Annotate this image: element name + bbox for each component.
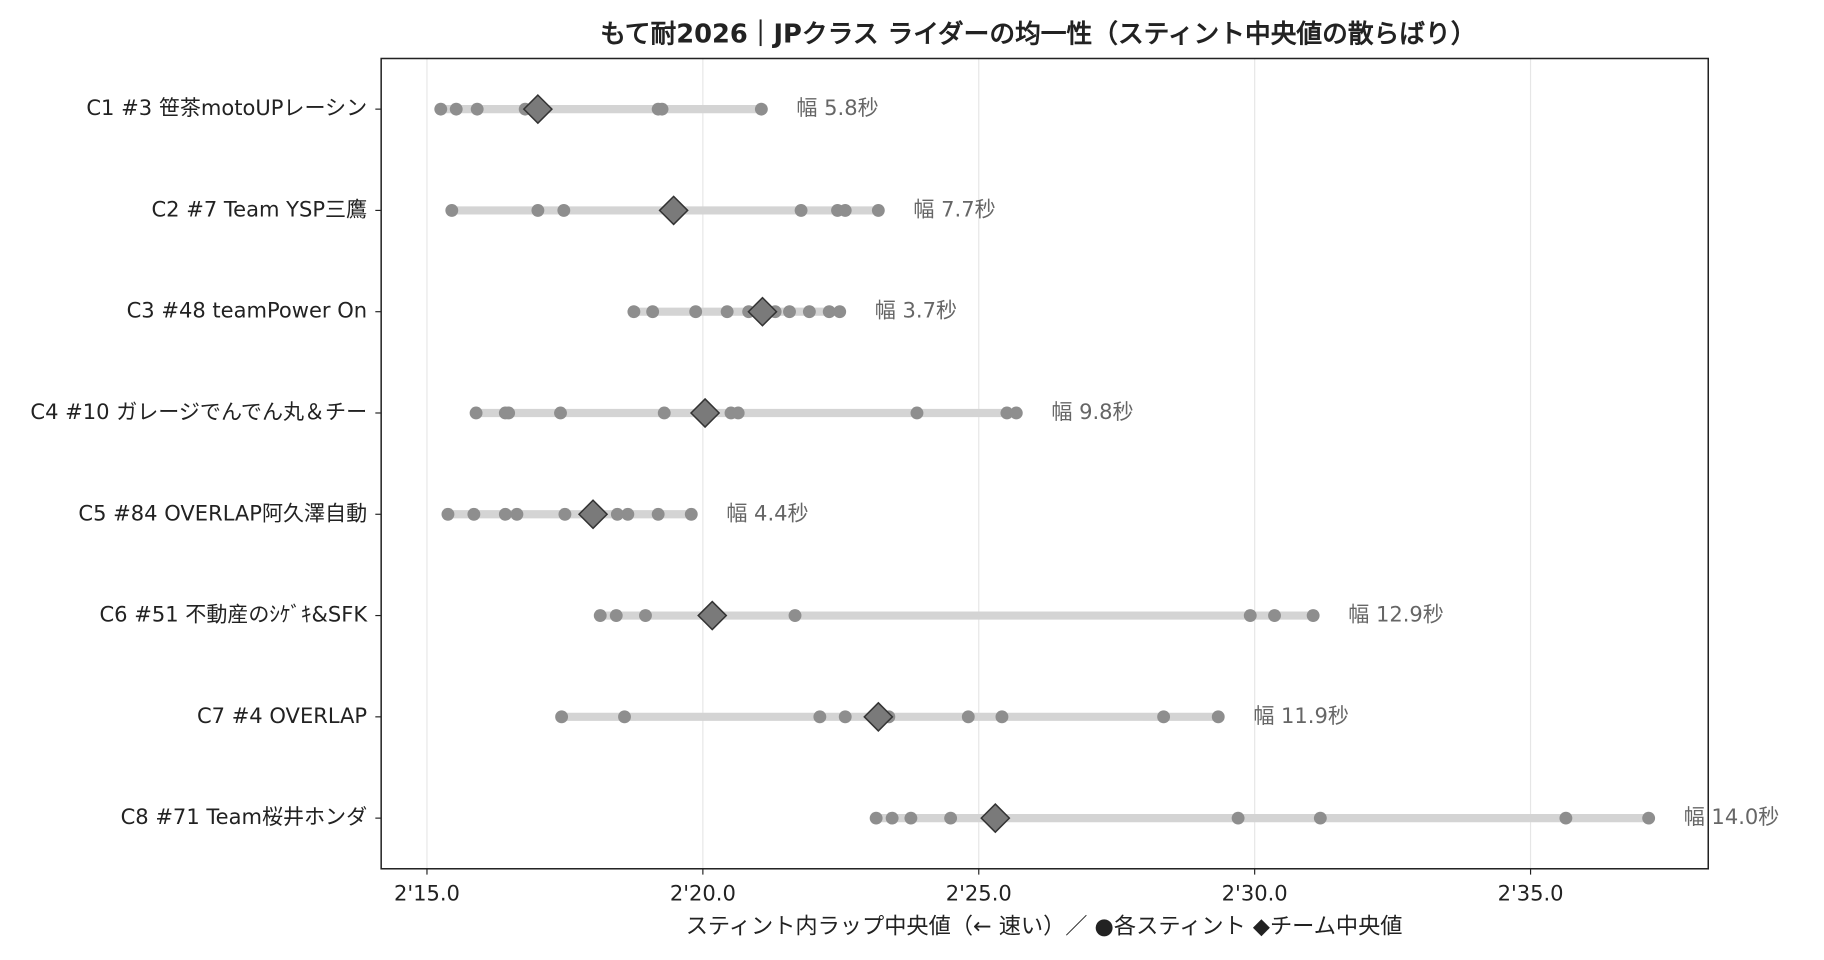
range-label: 幅 9.8秒 bbox=[1051, 399, 1133, 424]
x-tick-label: 2'25.0 bbox=[946, 880, 1012, 905]
stint-point bbox=[1157, 710, 1171, 724]
stint-point bbox=[802, 305, 816, 319]
stint-point bbox=[557, 203, 571, 217]
y-tick-label: C4 #10 ガレージでんでん丸＆チー bbox=[30, 399, 367, 424]
y-tick-label: C1 #3 笹茶motoUPレーシン bbox=[86, 95, 367, 120]
stint-point bbox=[885, 811, 899, 825]
median-diamond bbox=[689, 397, 721, 429]
stint-point bbox=[684, 507, 698, 521]
stint-point bbox=[838, 710, 852, 724]
x-axis-label: スティント内ラップ中央値（← 速い）／ ●各スティント ◆チーム中央値 bbox=[686, 914, 1403, 940]
y-tick-label: C6 #51 不動産のｼｹﾞｷ&SFK bbox=[99, 602, 368, 627]
stint-point bbox=[1313, 811, 1327, 825]
y-tick-label: C8 #71 Team桜井ホンダ bbox=[121, 804, 368, 829]
stint-point bbox=[554, 406, 567, 420]
stint-point bbox=[651, 507, 665, 521]
y-tick-label: C5 #84 OVERLAP阿久澤自動 bbox=[78, 500, 367, 525]
range-label: 幅 4.4秒 bbox=[726, 500, 808, 525]
stint-point bbox=[610, 507, 624, 521]
stint-point bbox=[558, 507, 572, 521]
stint-point bbox=[498, 507, 512, 521]
stint-point bbox=[609, 609, 623, 622]
stint-point bbox=[1009, 406, 1023, 420]
median-diamond bbox=[697, 600, 728, 631]
chart-title: もて耐2026｜JPクラス ライダーの均一性（スティント中央値の散らばり） bbox=[600, 19, 1476, 50]
stint-point bbox=[944, 811, 958, 825]
stint-point bbox=[720, 305, 734, 319]
median-diamond bbox=[747, 296, 778, 327]
range-label: 幅 12.9秒 bbox=[1348, 602, 1444, 627]
range-label: 幅 7.7秒 bbox=[913, 196, 995, 221]
stint-point bbox=[910, 406, 924, 420]
stint-point bbox=[469, 406, 483, 420]
stint-point bbox=[510, 507, 524, 521]
stint-point bbox=[449, 102, 463, 116]
stint-point bbox=[470, 102, 484, 116]
x-tick-label: 2'35.0 bbox=[1498, 880, 1564, 905]
stint-point bbox=[1000, 406, 1014, 420]
range-label: 幅 3.7秒 bbox=[875, 298, 957, 323]
range-label: 幅 5.8秒 bbox=[796, 95, 878, 120]
stint-point bbox=[1243, 609, 1257, 622]
stint-point bbox=[1306, 609, 1320, 622]
stint-point bbox=[655, 102, 669, 116]
stint-point bbox=[794, 203, 808, 217]
y-tick-label: C2 #7 Team YSP三鷹 bbox=[151, 196, 367, 221]
stint-point bbox=[434, 102, 448, 116]
stint-point bbox=[689, 305, 703, 319]
median-diamond bbox=[863, 701, 894, 732]
stint-point bbox=[961, 710, 975, 724]
stint-point bbox=[838, 203, 852, 217]
y-tick-label: C7 #4 OVERLAP bbox=[197, 703, 367, 728]
median-diamond bbox=[522, 94, 553, 125]
stint-point bbox=[788, 609, 802, 622]
stint-point bbox=[555, 710, 569, 724]
stint-point bbox=[531, 203, 545, 217]
plot-frame bbox=[380, 57, 1710, 870]
stint-point bbox=[621, 507, 635, 521]
stint-point bbox=[871, 203, 885, 217]
x-tick-label: 2'20.0 bbox=[670, 880, 736, 905]
stint-point bbox=[1211, 710, 1225, 724]
stint-point bbox=[1642, 811, 1656, 825]
stint-point bbox=[783, 305, 796, 319]
stint-point bbox=[869, 811, 883, 825]
stint-point bbox=[441, 507, 455, 521]
stint-point bbox=[731, 406, 745, 420]
stint-point bbox=[995, 710, 1009, 724]
stint-point bbox=[445, 203, 459, 217]
range-label: 幅 11.9秒 bbox=[1253, 703, 1349, 728]
stint-point bbox=[627, 305, 641, 319]
median-diamond bbox=[980, 803, 1011, 834]
stint-point bbox=[813, 710, 827, 724]
range-label: 幅 14.0秒 bbox=[1684, 804, 1780, 829]
stint-point bbox=[833, 305, 847, 319]
stint-point bbox=[904, 811, 918, 825]
stint-point bbox=[593, 609, 607, 622]
x-tick-label: 2'15.0 bbox=[394, 880, 460, 905]
stint-point bbox=[467, 507, 481, 521]
y-tick-label: C3 #48 teamPower On bbox=[127, 298, 368, 323]
stint-point bbox=[1559, 811, 1573, 825]
median-diamond bbox=[577, 499, 609, 530]
stint-point bbox=[618, 710, 631, 724]
stint-point bbox=[1231, 811, 1245, 825]
stint-point bbox=[646, 305, 660, 319]
stint-point bbox=[657, 406, 671, 420]
stint-point bbox=[502, 406, 516, 420]
stint-point bbox=[822, 305, 836, 319]
median-diamond bbox=[658, 195, 689, 226]
stint-point bbox=[1268, 609, 1281, 622]
stint-point bbox=[754, 102, 768, 116]
x-tick-label: 2'30.0 bbox=[1222, 880, 1288, 905]
stint-point bbox=[639, 609, 652, 622]
